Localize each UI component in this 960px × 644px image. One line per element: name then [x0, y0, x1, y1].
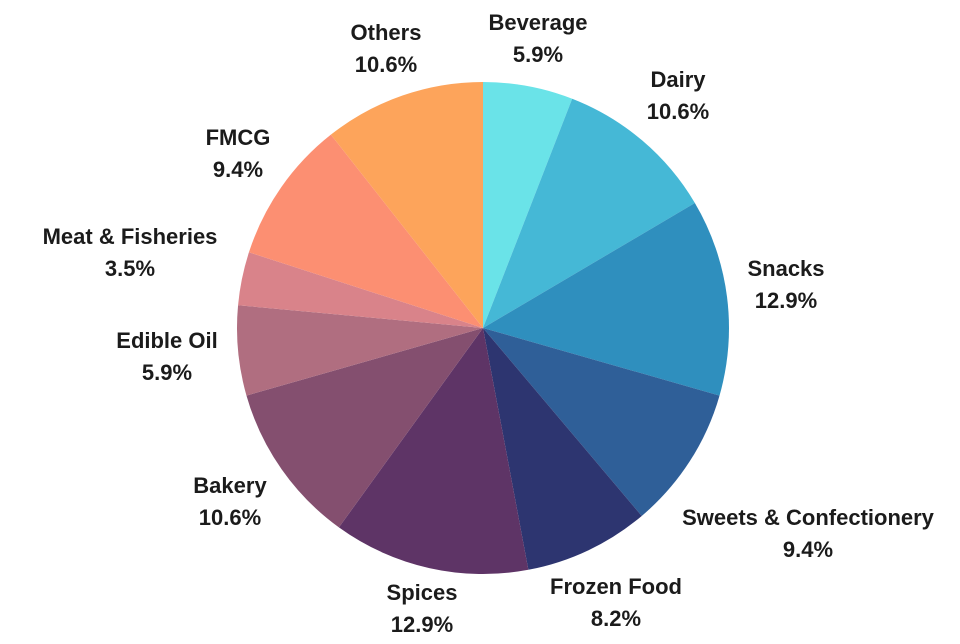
slice-label-spices: Spices — [387, 580, 458, 605]
slice-label-beverage: Beverage — [488, 10, 587, 35]
slice-label-fmcg: FMCG — [206, 125, 271, 150]
slice-value-frozen-food: 8.2% — [591, 606, 641, 631]
slice-value-edible-oil: 5.9% — [142, 360, 192, 385]
pie-slice-sweets-and-confectionery — [483, 328, 720, 516]
slice-value-spices: 12.9% — [391, 612, 453, 637]
slice-value-dairy: 10.6% — [647, 99, 709, 124]
pie-slice-fmcg — [248, 134, 483, 328]
pie-slice-edible-oil — [237, 305, 483, 396]
slice-value-sweets-and-confectionery: 9.4% — [783, 537, 833, 562]
slice-value-snacks: 12.9% — [755, 288, 817, 313]
pie-slice-meat-and-fisheries — [238, 252, 483, 328]
slice-label-snacks: Snacks — [747, 256, 824, 281]
pie-slice-snacks — [483, 203, 729, 396]
slice-label-bakery: Bakery — [193, 473, 267, 498]
slice-label-edible-oil: Edible Oil — [116, 328, 217, 353]
slice-value-fmcg: 9.4% — [213, 157, 263, 182]
slice-label-dairy: Dairy — [650, 67, 706, 92]
slice-label-sweets-and-confectionery: Sweets & Confectionery — [682, 505, 935, 530]
pie-slices — [237, 81, 729, 575]
pie-labels: Beverage 5.9% Dairy 10.6% Snacks 12.9% Sweets … — [43, 10, 935, 637]
pie-slice-dairy — [483, 98, 695, 329]
slice-label-frozen-food: Frozen Food — [550, 574, 682, 599]
slice-value-bakery: 10.6% — [199, 505, 261, 530]
slice-value-beverage: 5.9% — [513, 42, 563, 67]
slice-label-others: Others — [351, 20, 422, 45]
pie-slice-bakery — [246, 328, 483, 528]
pie-slice-frozen-food — [483, 328, 642, 570]
pie-slice-beverage — [483, 81, 573, 328]
slice-value-meat-and-fisheries: 3.5% — [105, 256, 155, 281]
pie-slice-others — [330, 82, 483, 328]
slice-label-meat-and-fisheries: Meat & Fisheries — [43, 224, 218, 249]
slice-value-others: 10.6% — [355, 52, 417, 77]
pie-slice-spices — [338, 328, 529, 575]
